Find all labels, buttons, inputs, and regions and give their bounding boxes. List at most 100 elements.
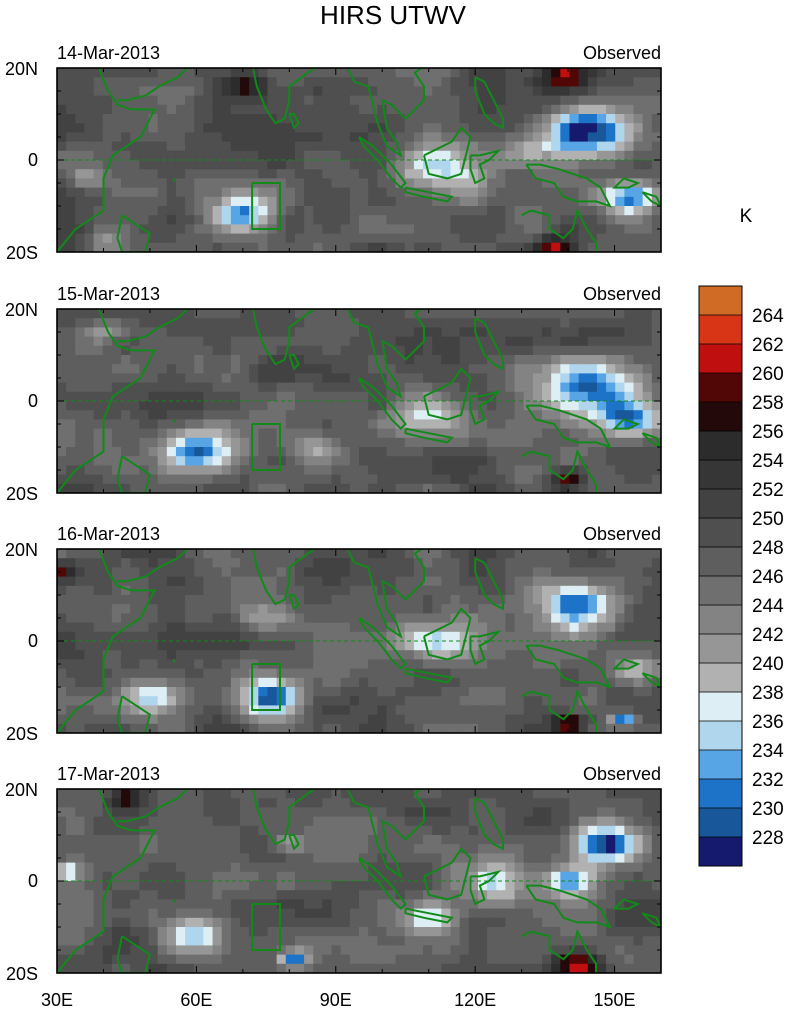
heat-cell — [652, 604, 662, 614]
heat-cell — [496, 705, 506, 715]
heat-cell — [249, 151, 259, 161]
heat-cell — [423, 123, 433, 133]
heat-cell — [176, 484, 186, 494]
heat-cell — [606, 105, 616, 115]
heat-cell — [267, 123, 277, 133]
heat-cell — [560, 160, 570, 170]
heat-cell — [286, 188, 296, 198]
heat-cell — [350, 475, 360, 485]
heat-cell — [643, 595, 653, 605]
heat-cell — [350, 383, 360, 393]
heat-cell — [66, 659, 76, 669]
heat-cell — [615, 206, 625, 216]
heat-cell — [588, 364, 598, 374]
heat-cell — [139, 429, 149, 439]
heat-cell — [185, 577, 195, 587]
heat-cell — [304, 392, 314, 402]
heat-cell — [240, 549, 250, 559]
heat-cell — [66, 132, 76, 142]
heat-cell — [487, 484, 497, 494]
heat-cell — [57, 789, 67, 799]
heat-cell — [313, 853, 323, 863]
heat-cell — [185, 178, 195, 188]
heat-cell — [203, 936, 213, 946]
heat-cell — [542, 318, 552, 328]
heat-cell — [258, 438, 268, 448]
heat-cell — [149, 678, 159, 688]
heat-cell — [103, 586, 113, 596]
heat-cell — [240, 309, 250, 319]
heat-cell — [322, 327, 332, 337]
heat-cell — [75, 872, 85, 882]
heat-cell — [277, 844, 287, 854]
heat-cell — [551, 586, 561, 596]
heat-cell — [396, 817, 406, 827]
heat-cell — [634, 327, 644, 337]
heat-cell — [149, 456, 159, 466]
heat-cell — [158, 872, 168, 882]
heat-cell — [588, 123, 598, 133]
heat-cell — [396, 447, 406, 457]
heat-cell — [112, 197, 122, 207]
heat-cell — [615, 715, 625, 725]
heat-cell — [66, 696, 76, 706]
heat-cell — [121, 918, 131, 928]
heat-cell — [66, 669, 76, 679]
heat-cell — [579, 337, 589, 347]
heat-cell — [258, 456, 268, 466]
heat-cell — [75, 243, 85, 253]
heat-cell — [624, 586, 634, 596]
heat-cell — [359, 826, 369, 836]
heat-cell — [158, 234, 168, 244]
heat-cell — [350, 705, 360, 715]
heat-cell — [66, 678, 76, 688]
heat-cell — [423, 927, 433, 937]
heat-cell — [240, 142, 250, 152]
heat-cell — [84, 817, 94, 827]
heat-cell — [615, 234, 625, 244]
heat-cell — [249, 243, 259, 253]
heat-cell — [213, 715, 223, 725]
heat-cell — [176, 243, 186, 253]
heat-cell — [414, 206, 424, 216]
heat-cell — [405, 86, 415, 96]
heat-cell — [84, 678, 94, 688]
heat-cell — [75, 927, 85, 937]
heat-cell — [478, 475, 488, 485]
heat-cell — [66, 68, 76, 78]
heat-cell — [533, 549, 543, 559]
heat-cell — [368, 309, 378, 319]
heat-cell — [588, 577, 598, 587]
heat-cell — [496, 623, 506, 633]
heat-cell — [505, 318, 515, 328]
heat-cell — [313, 410, 323, 420]
heat-cell — [57, 835, 67, 845]
heat-cell — [478, 705, 488, 715]
heat-cell — [194, 955, 204, 965]
heat-cell — [560, 549, 570, 559]
heat-cell — [194, 178, 204, 188]
heat-cell — [304, 142, 314, 152]
heat-cell — [231, 123, 241, 133]
heat-cell — [332, 456, 342, 466]
heat-cell — [515, 96, 525, 106]
heat-cell — [441, 659, 451, 669]
heat-cell — [322, 835, 332, 845]
heat-cell — [505, 114, 515, 124]
heat-cell — [267, 964, 277, 974]
heat-cell — [213, 215, 223, 225]
heat-cell — [149, 687, 159, 697]
heat-cell — [176, 142, 186, 152]
heat-cell — [94, 705, 104, 715]
heat-cell — [194, 798, 204, 808]
heat-cell — [469, 383, 479, 393]
heat-cell — [515, 132, 525, 142]
heat-cell — [332, 401, 342, 411]
heat-cell — [84, 567, 94, 577]
heat-cell — [359, 355, 369, 365]
heat-cell — [121, 438, 131, 448]
heat-cell — [103, 936, 113, 946]
heat-cell — [240, 863, 250, 873]
heat-cell — [84, 789, 94, 799]
heat-cell — [368, 715, 378, 725]
